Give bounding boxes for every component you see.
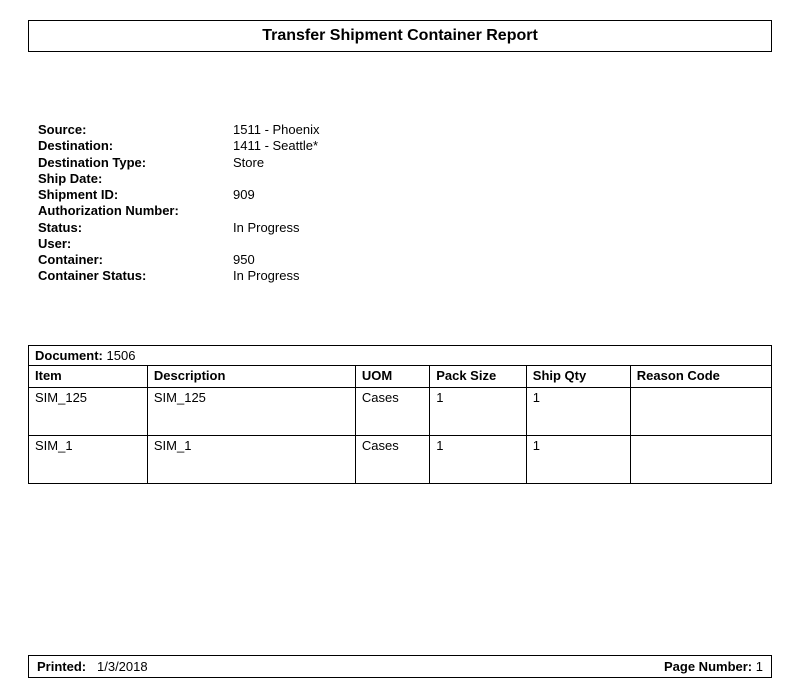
meta-row-authorization-number: Authorization Number: bbox=[38, 203, 772, 219]
meta-row-user: User: bbox=[38, 236, 772, 252]
page-number-value: 1 bbox=[756, 659, 763, 674]
printed-value: 1/3/2018 bbox=[97, 659, 148, 674]
table-column-header: Item bbox=[29, 365, 148, 387]
table-cell bbox=[630, 435, 771, 483]
table-cell bbox=[630, 387, 771, 435]
meta-label: Destination: bbox=[38, 138, 233, 154]
meta-label: Shipment ID: bbox=[38, 187, 233, 203]
meta-value bbox=[233, 236, 772, 252]
table-header-row: ItemDescriptionUOMPack SizeShip QtyReaso… bbox=[29, 365, 772, 387]
meta-row-shipment-id: Shipment ID: 909 bbox=[38, 187, 772, 203]
footer-bar: Printed: 1/3/2018 Page Number: 1 bbox=[28, 655, 772, 678]
document-section: Document: 1506 ItemDescriptionUOMPack Si… bbox=[28, 345, 772, 484]
meta-value: 1511 - Phoenix bbox=[233, 122, 772, 138]
meta-row-container: Container: 950 bbox=[38, 252, 772, 268]
items-table: ItemDescriptionUOMPack SizeShip QtyReaso… bbox=[28, 365, 772, 484]
table-column-header: Pack Size bbox=[430, 365, 527, 387]
meta-value: Store bbox=[233, 155, 772, 171]
meta-row-status: Status: In Progress bbox=[38, 220, 772, 236]
meta-row-destination-type: Destination Type: Store bbox=[38, 155, 772, 171]
table-cell: 1 bbox=[430, 387, 527, 435]
meta-label: Destination Type: bbox=[38, 155, 233, 171]
meta-value: 1411 - Seattle* bbox=[233, 138, 772, 154]
table-cell: SIM_1 bbox=[29, 435, 148, 483]
meta-block: Source: 1511 - Phoenix Destination: 1411… bbox=[38, 122, 772, 285]
meta-value: In Progress bbox=[233, 220, 772, 236]
table-column-header: Description bbox=[147, 365, 355, 387]
meta-row-destination: Destination: 1411 - Seattle* bbox=[38, 138, 772, 154]
meta-label: Ship Date: bbox=[38, 171, 233, 187]
meta-label: User: bbox=[38, 236, 233, 252]
footer-page: Page Number: 1 bbox=[664, 659, 763, 674]
table-cell: SIM_1 bbox=[147, 435, 355, 483]
table-cell: Cases bbox=[355, 387, 429, 435]
footer-printed: Printed: 1/3/2018 bbox=[37, 659, 148, 674]
table-column-header: Ship Qty bbox=[526, 365, 630, 387]
document-header: Document: 1506 bbox=[28, 345, 772, 365]
meta-label: Source: bbox=[38, 122, 233, 138]
meta-label: Container Status: bbox=[38, 268, 233, 284]
meta-value: 909 bbox=[233, 187, 772, 203]
table-cell: SIM_125 bbox=[29, 387, 148, 435]
table-row: SIM_1SIM_1Cases11 bbox=[29, 435, 772, 483]
table-column-header: UOM bbox=[355, 365, 429, 387]
table-column-header: Reason Code bbox=[630, 365, 771, 387]
table-row: SIM_125SIM_125Cases11 bbox=[29, 387, 772, 435]
document-label: Document: bbox=[35, 348, 103, 363]
meta-value: 950 bbox=[233, 252, 772, 268]
meta-row-container-status: Container Status: In Progress bbox=[38, 268, 772, 284]
table-cell: 1 bbox=[430, 435, 527, 483]
printed-label: Printed: bbox=[37, 659, 86, 674]
document-number: 1506 bbox=[107, 348, 136, 363]
report-title: Transfer Shipment Container Report bbox=[28, 20, 772, 52]
meta-label: Authorization Number: bbox=[38, 203, 233, 219]
meta-value bbox=[233, 203, 772, 219]
meta-label: Container: bbox=[38, 252, 233, 268]
table-cell: SIM_125 bbox=[147, 387, 355, 435]
meta-row-ship-date: Ship Date: bbox=[38, 171, 772, 187]
meta-label: Status: bbox=[38, 220, 233, 236]
page-number-label: Page Number: bbox=[664, 659, 752, 674]
meta-row-source: Source: 1511 - Phoenix bbox=[38, 122, 772, 138]
table-cell: 1 bbox=[526, 435, 630, 483]
table-cell: Cases bbox=[355, 435, 429, 483]
meta-value bbox=[233, 171, 772, 187]
meta-value: In Progress bbox=[233, 268, 772, 284]
table-cell: 1 bbox=[526, 387, 630, 435]
